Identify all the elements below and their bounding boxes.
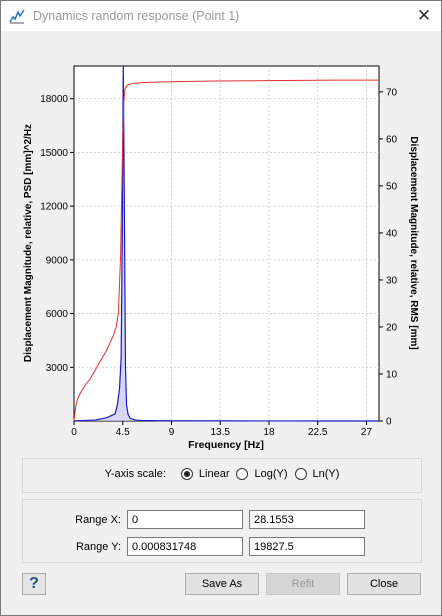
radio-linear-label: Linear: [198, 468, 230, 480]
y-axis-scale-group: Y-axis scale: Linear Log(Y) Ln(Y): [22, 458, 422, 493]
radio-button-icon[interactable]: [180, 468, 193, 480]
y-right-tick-label: 70: [386, 87, 398, 98]
help-button[interactable]: ?: [22, 573, 46, 595]
radio-button-icon[interactable]: [236, 468, 249, 480]
x-tick-label: 0: [71, 427, 77, 438]
y-left-tick-label: 12000: [40, 202, 68, 213]
y-axis-scale-label: Y-axis scale:: [104, 468, 166, 480]
x-tick-label: 27: [361, 427, 373, 438]
radio-ln-y[interactable]: Ln(Y): [294, 468, 340, 480]
y-left-tick-label: 18000: [40, 94, 68, 105]
y-right-tick-label: 30: [386, 275, 398, 286]
radio-button-icon[interactable]: [294, 468, 307, 480]
x-axis-label: Frequency [Hz]: [188, 439, 264, 451]
x-tick-label: 22.5: [308, 427, 328, 438]
y-left-tick-label: 9000: [46, 255, 69, 266]
close-button[interactable]: Close: [347, 573, 421, 595]
range-x-label: Range X:: [75, 514, 121, 526]
x-tick-label: 18: [263, 427, 275, 438]
y-right-tick-label: 10: [386, 369, 398, 380]
close-window-button[interactable]: ✕: [416, 6, 432, 25]
y-axis-label-left: Displacement Magnitude, relative, PSD [m…: [23, 124, 34, 362]
psd-series-line: [73, 66, 380, 422]
window-title: Dynamics random response (Point 1): [33, 9, 240, 23]
chart-icon: [9, 9, 25, 24]
y-right-tick-label: 60: [386, 134, 398, 145]
range-x-max-field[interactable]: 28.1553: [249, 510, 365, 529]
y-left-tick-label: 3000: [46, 363, 69, 374]
title-bar[interactable]: Dynamics random response (Point 1) ✕: [1, 1, 441, 31]
rms-series-line: [73, 79, 379, 422]
range-y-label: Range Y:: [75, 541, 121, 553]
response-chart[interactable]: 0 4.5 9 13.5 18 22.5 27 3000 6000 9000 12000 15000 1…: [22, 51, 420, 451]
range-x-min-field[interactable]: 0: [127, 510, 243, 529]
y-right-tick-label: 0: [386, 417, 392, 428]
radio-log-y-label: Log(Y): [254, 468, 288, 480]
y-left-tick-label: 6000: [46, 309, 69, 320]
radio-ln-y-label: Ln(Y): [312, 468, 340, 480]
x-tick-label: 9: [169, 427, 175, 438]
x-tick-label: 13.5: [211, 427, 231, 438]
y-right-tick-label: 20: [386, 322, 398, 333]
y-axis-label-right: Displacement Magnitude, relative, RMS [m…: [408, 136, 419, 349]
range-group: Range X: 0 28.1553 Range Y: 0.000831748 …: [22, 499, 422, 563]
x-tick-label: 4.5: [116, 427, 130, 438]
radio-log-y[interactable]: Log(Y): [236, 468, 288, 480]
plot-area: 0 4.5 9 13.5 18 22.5 27 3000 6000 9000 12000 15000 1…: [22, 51, 420, 451]
save-as-button[interactable]: Save As: [185, 573, 259, 595]
y-right-tick-label: 50: [386, 181, 398, 192]
y-left-tick-label: 15000: [40, 148, 68, 159]
y-right-tick-label: 40: [386, 228, 398, 239]
radio-linear[interactable]: Linear: [180, 468, 230, 480]
range-y-max-field[interactable]: 19827.5: [249, 537, 365, 556]
refit-button[interactable]: Refit: [266, 573, 340, 595]
range-y-min-field[interactable]: 0.000831748: [127, 537, 243, 556]
